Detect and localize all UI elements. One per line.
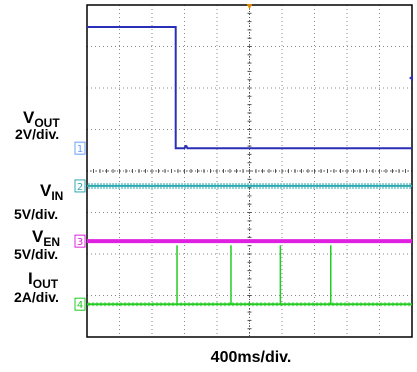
- channel-number: 2: [77, 182, 83, 193]
- traces: [87, 26, 412, 307]
- svg-text:VIN: VIN: [40, 181, 63, 203]
- trigger-level-marker: [409, 75, 413, 82]
- channel-number: 3: [77, 237, 83, 248]
- channel-markers: 1 2 3 4: [74, 141, 86, 311]
- vin-scale: 5V/div.: [14, 206, 58, 222]
- ven-label: VEN 5V/div.: [14, 227, 60, 262]
- vout-scale: 2V/div.: [15, 126, 59, 142]
- vout-label: VOUT 2V/div.: [15, 108, 60, 142]
- vin-label: VIN 5V/div.: [14, 181, 63, 222]
- trigger-position-marker: [246, 4, 253, 9]
- channel-marker-box: [74, 234, 86, 248]
- iout-scale: 2A/div.: [14, 289, 59, 305]
- iout-label: IOUT 2A/div.: [14, 269, 59, 305]
- svg-text:IOUT: IOUT: [28, 269, 59, 291]
- iout-channel-marker: 4: [74, 297, 86, 311]
- ven-scale: 5V/div.: [14, 246, 58, 262]
- vout-trace: [87, 26, 412, 150]
- x-axis-scale: 400ms/div.: [211, 349, 292, 366]
- vout-channel-marker: 1: [74, 141, 86, 155]
- channel-number: 1: [77, 144, 83, 155]
- ven-channel-marker: 3: [74, 234, 86, 248]
- channel-marker-box: [74, 297, 86, 311]
- channel-number: 4: [77, 300, 83, 311]
- channel-marker-box: [74, 141, 86, 155]
- channel-marker-box: [74, 179, 86, 193]
- vin-channel-marker: 2: [74, 179, 86, 193]
- graticule: [86, 4, 413, 338]
